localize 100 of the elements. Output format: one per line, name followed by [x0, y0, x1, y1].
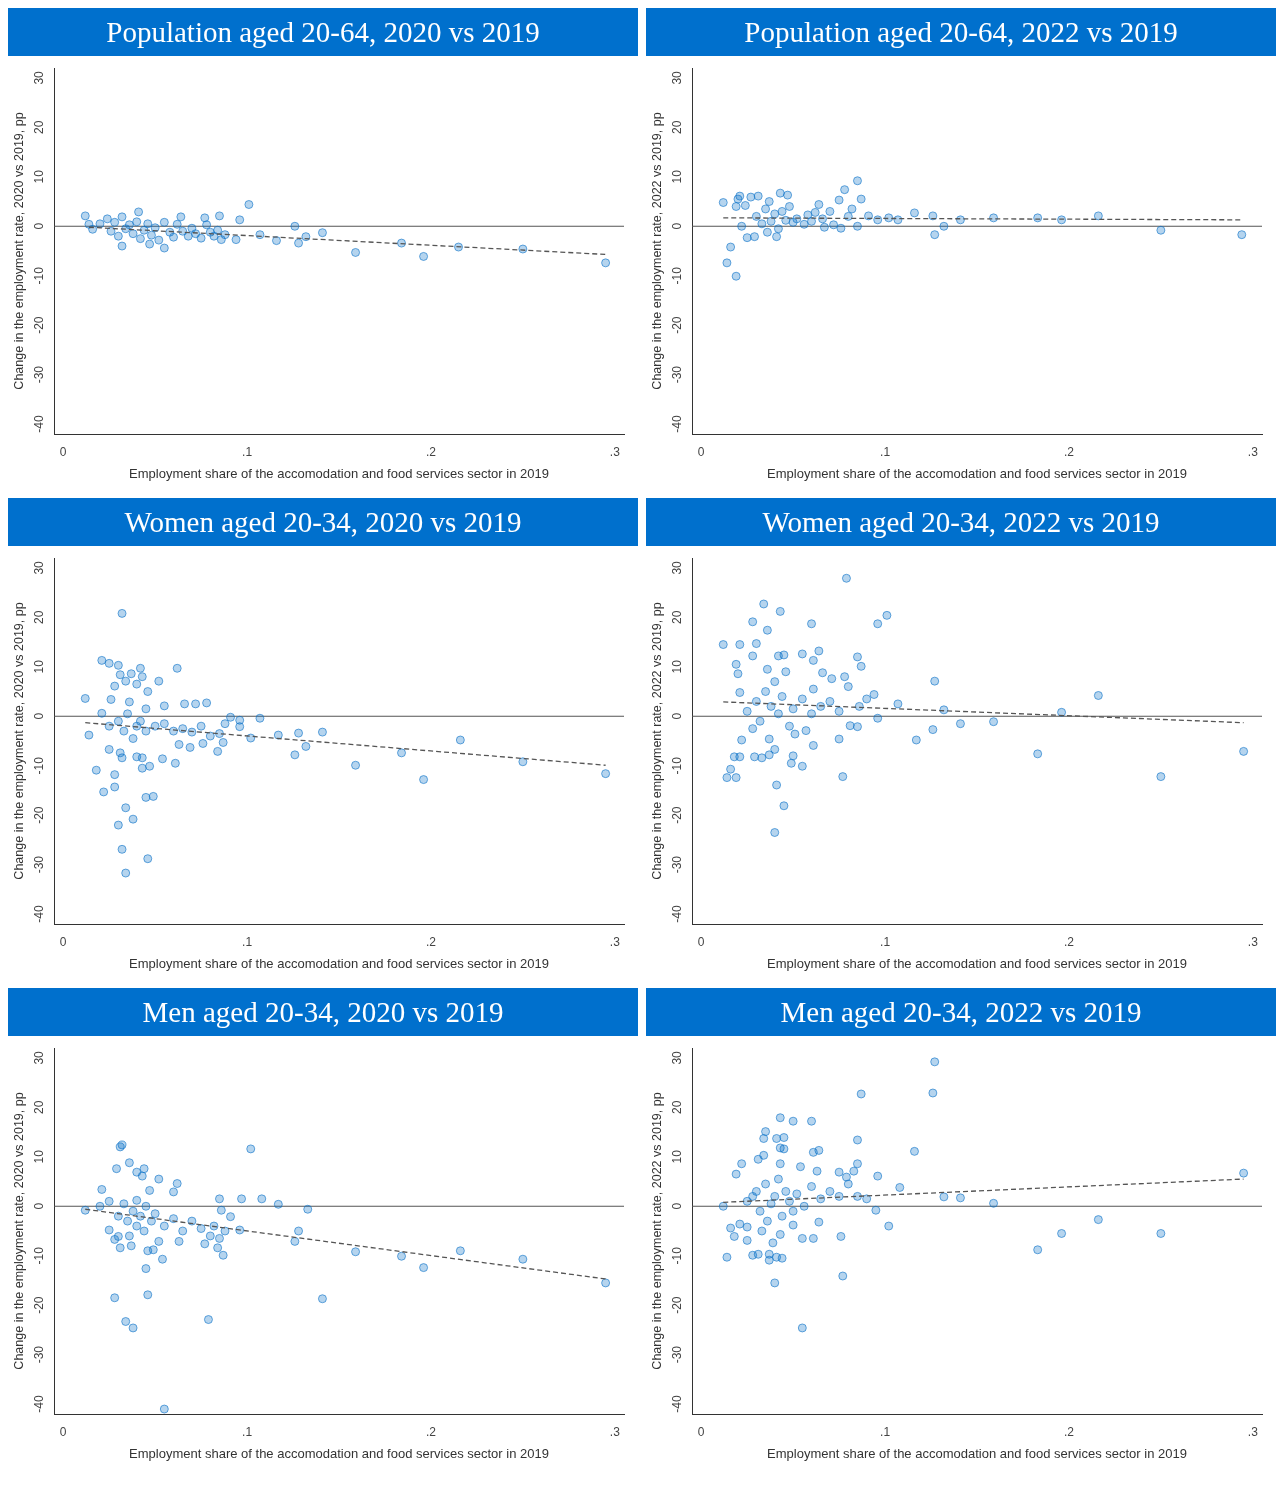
y-tick-label: 10 [670, 659, 685, 674]
y-tick-label: 30 [670, 1050, 685, 1065]
y-tick-label: 20 [670, 610, 685, 625]
point [128, 229, 138, 239]
x-tick-label: .2 [1063, 444, 1075, 459]
point [202, 220, 212, 230]
y-tick-label: -30 [670, 365, 685, 384]
point [317, 228, 327, 238]
x-tick-label: .1 [242, 1424, 253, 1439]
x-tick-label: .3 [1247, 934, 1259, 949]
y-tick-label: 30 [670, 560, 685, 575]
point [80, 211, 90, 221]
x-tick-label: .2 [425, 1424, 437, 1439]
point [95, 219, 105, 229]
x-axis-title: Employment share of the accomodation and food services sector in 2019 [129, 465, 549, 481]
y-tick-label: -10 [32, 1246, 47, 1265]
point [124, 220, 134, 230]
y-tick-label: 30 [32, 560, 47, 575]
point [172, 219, 182, 229]
y-tick-label: -40 [32, 905, 47, 923]
x-axis-title: Employment share of the accomodation and food services sector in 2019 [767, 1445, 1187, 1461]
y-tick-label: 20 [32, 120, 47, 135]
x-axis-title: Employment share of the accomodation and food services sector in 2019 [129, 1445, 549, 1461]
chart-title: Men aged 20-34, 2020 vs 2019 [8, 988, 638, 1036]
point [117, 241, 127, 251]
x-tick-label: 0 [697, 1424, 705, 1439]
point [351, 247, 361, 257]
point [196, 233, 206, 243]
point [214, 211, 224, 221]
x-tick-label: .2 [1063, 1424, 1075, 1439]
y-tick-label: -20 [32, 1296, 47, 1314]
y-tick-label: -30 [670, 855, 685, 874]
y-axis-title: Change in the employment rate, 2022 vs 2019, pp [649, 1092, 664, 1370]
y-tick-label: 20 [32, 610, 47, 625]
point [176, 212, 186, 222]
y-tick-label: 0 [32, 222, 47, 230]
point [159, 217, 169, 227]
x-axis-title: Employment share of the accomodation and food services sector in 2019 [129, 955, 549, 971]
y-tick-label: 0 [670, 222, 685, 230]
y-tick-label: -40 [670, 415, 685, 433]
point [134, 207, 144, 217]
point [213, 225, 223, 235]
x-tick-label: .3 [609, 1424, 621, 1439]
x-tick-label: .2 [425, 934, 437, 949]
y-axis-title: Change in the employment rate, 2022 vs 2019, pp [649, 602, 664, 880]
x-tick-label: .1 [880, 1424, 891, 1439]
point [110, 217, 120, 227]
x-tick-label: .3 [609, 444, 621, 459]
point [271, 236, 281, 246]
y-tick-label: 20 [32, 1100, 47, 1115]
point [200, 213, 210, 223]
point [601, 258, 611, 268]
point [143, 219, 153, 229]
x-tick-label: .1 [242, 934, 253, 949]
y-tick-label: 0 [670, 1202, 685, 1210]
point [294, 238, 304, 248]
x-tick-label: .3 [1247, 1424, 1259, 1439]
y-tick-label: 10 [32, 1149, 47, 1164]
y-tick-label: 0 [32, 712, 47, 720]
chart-title: Population aged 20-64, 2020 vs 2019 [8, 8, 638, 56]
point [132, 217, 142, 227]
x-tick-label: .3 [609, 934, 621, 949]
point [113, 231, 123, 241]
y-tick-label: -30 [670, 1345, 685, 1364]
point [231, 235, 241, 245]
x-tick-label: 0 [59, 934, 67, 949]
point [102, 214, 112, 224]
y-tick-label: -40 [670, 905, 685, 923]
y-tick-label: -10 [32, 756, 47, 775]
point [145, 239, 155, 249]
y-tick-label: -40 [32, 415, 47, 433]
x-tick-label: 0 [697, 444, 705, 459]
y-tick-label: -20 [670, 1296, 685, 1314]
y-tick-label: -20 [32, 806, 47, 824]
y-tick-label: -20 [670, 316, 685, 334]
y-tick-label: 30 [670, 70, 685, 85]
y-tick-label: 30 [32, 70, 47, 85]
point [244, 200, 254, 210]
y-axis-title: Change in the employment rate, 2022 vs 2019, pp [649, 112, 664, 390]
x-tick-label: .2 [1063, 934, 1075, 949]
y-tick-label: 20 [670, 1100, 685, 1115]
y-tick-label: -40 [670, 1395, 685, 1413]
point [135, 234, 145, 244]
y-tick-label: -10 [670, 756, 685, 775]
y-tick-label: -10 [670, 1246, 685, 1265]
x-tick-label: 0 [59, 1424, 67, 1439]
y-tick-label: 0 [670, 712, 685, 720]
point [301, 232, 311, 242]
x-tick-label: .3 [1247, 444, 1259, 459]
point [235, 215, 245, 225]
point [159, 243, 169, 253]
x-tick-label: 0 [697, 934, 705, 949]
chart-title: Population aged 20-64, 2022 vs 2019 [646, 8, 1276, 56]
point [154, 235, 164, 245]
x-axis-title: Employment share of the accomodation and food services sector in 2019 [767, 465, 1187, 481]
y-tick-label: 10 [670, 169, 685, 184]
x-tick-label: .1 [880, 934, 891, 949]
point [146, 230, 156, 240]
chart-title: Men aged 20-34, 2022 vs 2019 [646, 988, 1276, 1036]
y-tick-label: 10 [32, 169, 47, 184]
